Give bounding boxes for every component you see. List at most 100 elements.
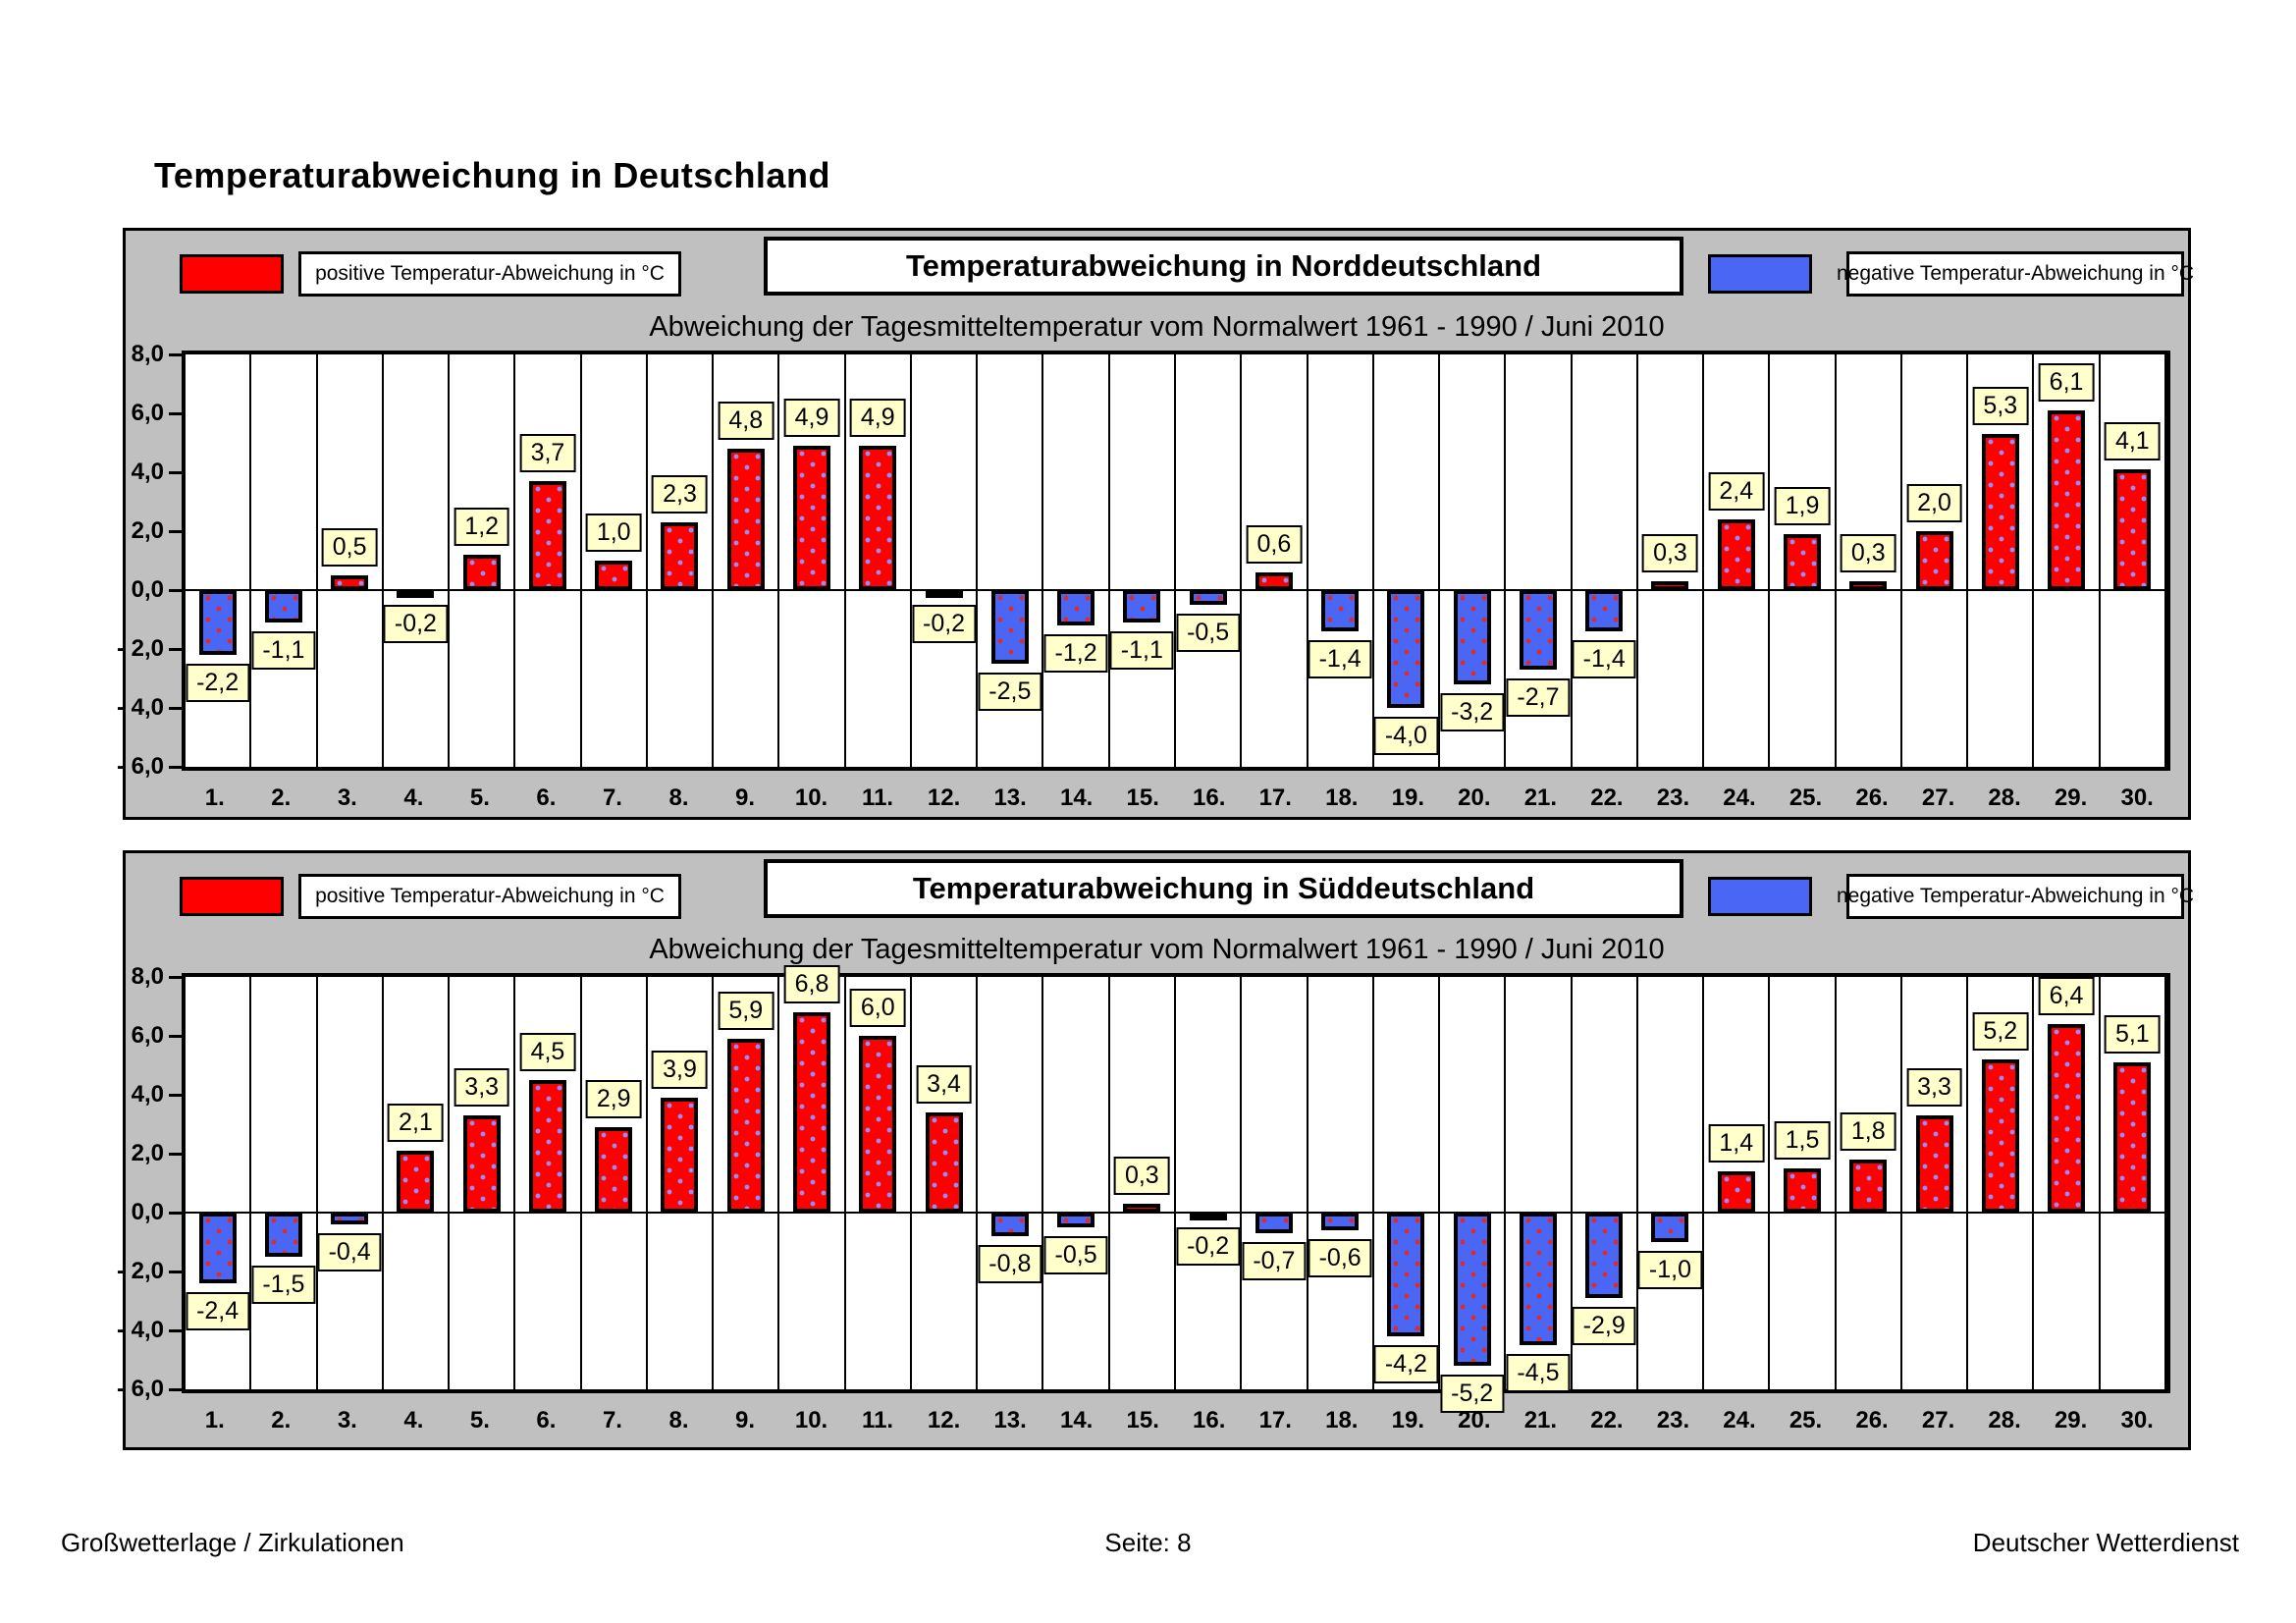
x-axis-label-day-16: 16.	[1193, 784, 1226, 811]
bar-day-14	[1057, 1213, 1095, 1227]
bar-day-28	[1981, 1059, 2019, 1213]
day-column-30: 4,1	[2101, 354, 2166, 767]
day-column-29: 6,4	[2034, 977, 2101, 1389]
day-column-23: -1,0	[1637, 977, 1705, 1389]
value-label-day-27: 3,3	[1906, 1068, 1962, 1107]
x-axis-label-day-20: 20.	[1458, 784, 1491, 811]
day-column-5: 1,2	[450, 354, 516, 767]
day-column-10: 4,9	[779, 354, 846, 767]
bar-day-13	[990, 1213, 1029, 1236]
x-axis-label-day-22: 22.	[1590, 784, 1624, 811]
bar-day-23	[1651, 581, 1689, 590]
y-axis-label: 4,0	[131, 459, 164, 485]
value-label-day-10: 4,9	[783, 399, 840, 438]
y-axis-tick	[169, 1329, 182, 1332]
bar-day-21	[1519, 590, 1557, 670]
bar-day-15	[1123, 590, 1161, 622]
bar-day-9	[726, 449, 765, 590]
bar-day-30	[2113, 1062, 2152, 1213]
value-label-day-25: 1,5	[1774, 1121, 1831, 1160]
day-column-19: -4,0	[1373, 354, 1441, 767]
day-column-1: -2,4	[186, 977, 252, 1389]
day-column-2: -1,1	[251, 354, 318, 767]
value-label-day-28: 5,3	[1972, 387, 2029, 425]
day-column-26: 1,8	[1837, 977, 1902, 1389]
x-axis-label-day-6: 6.	[536, 1407, 557, 1434]
bar-day-12	[925, 1112, 963, 1213]
legend-positive-swatch	[180, 877, 284, 916]
value-label-day-16: -0,2	[1176, 1227, 1241, 1266]
bar-day-7	[595, 561, 633, 590]
page-title: Temperaturabweichung in Deutschland	[154, 155, 830, 195]
y-axis-tick	[169, 1211, 182, 1215]
x-axis-label-day-30: 30.	[2120, 784, 2154, 811]
x-axis-label-day-28: 28.	[1988, 1407, 2021, 1434]
bar-day-11	[859, 1036, 897, 1213]
day-column-15: 0,3	[1110, 977, 1176, 1389]
x-axis-label-day-26: 26.	[1855, 784, 1889, 811]
value-label-day-8: 3,9	[652, 1051, 708, 1089]
day-column-3: -0,4	[317, 977, 384, 1389]
zero-axis-line	[186, 1211, 2166, 1214]
footer-page-number: Seite: 8	[1104, 1528, 1192, 1557]
bar-day-19	[1387, 590, 1425, 708]
value-label-day-18: -1,4	[1308, 640, 1372, 678]
value-label-day-5: 1,2	[454, 508, 510, 547]
value-label-day-4: 2,1	[388, 1104, 444, 1142]
day-column-6: 3,7	[515, 354, 582, 767]
bar-day-25	[1784, 1168, 1821, 1213]
value-label-day-12: -0,2	[912, 605, 977, 643]
x-axis-south: 1. 2. 3. 4. 5. 6. 7. 8. 9. 10. 11. 12. 13. 14. 15. 16. 1…	[182, 1407, 2170, 1434]
bar-day-12	[925, 590, 963, 598]
bar-day-27	[1915, 1115, 1953, 1213]
bar-day-6	[528, 481, 566, 590]
legend-negative-label: negative Temperatur-Abweichung in °C	[1837, 874, 2194, 919]
x-axis-label-day-9: 9.	[735, 784, 756, 811]
day-column-9: 5,9	[714, 977, 780, 1389]
value-label-day-11: 6,0	[849, 989, 906, 1027]
value-label-day-6: 4,5	[519, 1033, 576, 1071]
day-column-21: -2,7	[1506, 354, 1573, 767]
value-label-day-23: 0,3	[1642, 534, 1698, 572]
value-label-day-15: 0,3	[1113, 1157, 1170, 1195]
day-column-22: -1,4	[1572, 354, 1638, 767]
bar-day-19	[1387, 1213, 1425, 1336]
y-axis-tick	[169, 353, 182, 356]
bar-day-10	[793, 446, 831, 590]
y-axis-label: 4,0	[131, 1081, 164, 1108]
bar-day-8	[661, 1098, 699, 1213]
bar-day-6	[528, 1080, 566, 1213]
value-label-day-2: -1,1	[251, 631, 316, 670]
day-column-13: -2,5	[978, 354, 1044, 767]
value-label-day-22: -1,4	[1572, 640, 1636, 678]
x-axis-label-day-7: 7.	[602, 1407, 622, 1434]
bar-day-4	[397, 1151, 435, 1213]
day-column-28: 5,2	[1968, 977, 2035, 1389]
x-axis-label-day-13: 13.	[993, 784, 1027, 811]
value-label-day-12: 3,4	[916, 1065, 972, 1104]
value-label-day-18: -0,6	[1308, 1239, 1372, 1277]
y-axis-label: 8,0	[131, 963, 164, 990]
legend-negative-swatch	[1708, 254, 1812, 294]
plot-area-south: -2,4 -1,5 -0,4 2,1 3,3 4,5 2,9 3,9 5,9 6,8 6,0 3,4-…	[117, 963, 2170, 1413]
x-axis-label-day-6: 6.	[536, 784, 557, 811]
x-axis-label-day-5: 5.	[469, 1407, 490, 1434]
bar-day-21	[1519, 1213, 1557, 1345]
y-axis-label: 6,0	[131, 400, 164, 426]
value-label-day-6: 3,7	[519, 434, 576, 472]
x-axis-label-day-24: 24.	[1723, 1407, 1756, 1434]
day-column-12: 3,4	[912, 977, 979, 1389]
y-axis-tick	[169, 530, 182, 533]
x-axis-label-day-1: 1.	[204, 1407, 225, 1434]
x-axis-label-day-27: 27.	[1921, 784, 1955, 811]
bar-day-24	[1717, 519, 1755, 590]
chart-title-south: Temperaturabweichung in Süddeutschland	[764, 859, 1683, 918]
day-column-22: -2,9	[1572, 977, 1638, 1389]
day-column-15: -1,1	[1109, 354, 1176, 767]
day-column-11: 4,9	[846, 354, 912, 767]
x-axis-label-day-15: 15.	[1126, 784, 1159, 811]
chart-subtitle: Abweichung der Tagesmitteltemperatur vom…	[649, 934, 1665, 965]
day-column-12: -0,2	[912, 354, 979, 767]
y-axis-label: - 4,0	[116, 694, 164, 721]
x-axis-label-day-11: 11.	[862, 784, 894, 811]
